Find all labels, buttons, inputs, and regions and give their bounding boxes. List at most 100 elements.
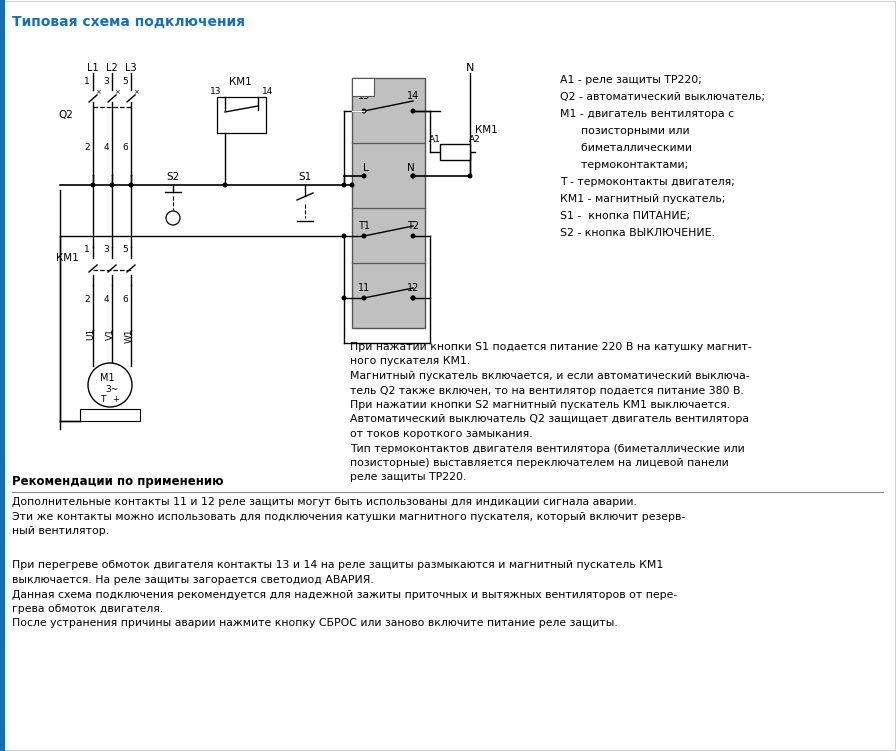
Text: 5: 5 bbox=[122, 246, 128, 255]
Text: А2: А2 bbox=[470, 135, 481, 144]
Circle shape bbox=[468, 173, 472, 179]
Bar bbox=[352, 78, 425, 328]
Circle shape bbox=[410, 295, 416, 300]
Text: КМ1: КМ1 bbox=[56, 253, 79, 263]
Text: L2: L2 bbox=[106, 63, 118, 73]
Text: Q2: Q2 bbox=[58, 110, 73, 120]
Text: T2: T2 bbox=[407, 221, 419, 231]
Text: Дополнительные контакты 11 и 12 реле защиты могут быть использованы для индикаци: Дополнительные контакты 11 и 12 реле защ… bbox=[12, 497, 637, 507]
Text: U1: U1 bbox=[87, 328, 96, 340]
Circle shape bbox=[361, 108, 366, 113]
Circle shape bbox=[90, 182, 96, 188]
Text: 14: 14 bbox=[407, 91, 419, 101]
Text: T: T bbox=[99, 396, 105, 405]
Text: +: + bbox=[112, 396, 119, 405]
Text: Автоматический выключатель Q2 защищает двигатель вентилятора: Автоматический выключатель Q2 защищает д… bbox=[350, 415, 749, 424]
Circle shape bbox=[88, 363, 132, 407]
Text: термоконтактами;: термоконтактами; bbox=[560, 160, 688, 170]
Text: При нажатии кнопки S1 подается питание 220 В на катушку магнит-: При нажатии кнопки S1 подается питание 2… bbox=[350, 342, 752, 352]
Text: ×: × bbox=[114, 89, 120, 95]
Text: 5: 5 bbox=[122, 77, 128, 86]
Circle shape bbox=[128, 182, 134, 188]
Text: N: N bbox=[407, 163, 415, 173]
Text: 13: 13 bbox=[210, 86, 221, 95]
Text: Типовая схема подключения: Типовая схема подключения bbox=[12, 15, 245, 29]
Text: V1: V1 bbox=[106, 328, 115, 340]
Text: После устранения причины аварии нажмите кнопку СБРОС или заново включите питание: После устранения причины аварии нажмите … bbox=[12, 619, 617, 629]
Bar bbox=[352, 78, 374, 96]
Text: Данная схема подключения рекомендуется для надежной зажиты приточных и вытяжных : Данная схема подключения рекомендуется д… bbox=[12, 590, 677, 599]
Circle shape bbox=[341, 295, 347, 300]
Text: М1 - двигатель вентилятора с: М1 - двигатель вентилятора с bbox=[560, 109, 734, 119]
Text: тель Q2 также включен, то на вентилятор подается питание 380 В.: тель Q2 также включен, то на вентилятор … bbox=[350, 385, 744, 396]
Text: Т - термоконтакты двигателя;: Т - термоконтакты двигателя; bbox=[560, 177, 735, 187]
Text: L1: L1 bbox=[87, 63, 99, 73]
Text: позисторные) выставляется переключателем на лицевой панели: позисторные) выставляется переключателем… bbox=[350, 458, 728, 468]
Circle shape bbox=[410, 173, 416, 179]
Text: КМ1 - магнитный пускатель;: КМ1 - магнитный пускатель; bbox=[560, 194, 726, 204]
Text: T1: T1 bbox=[358, 221, 370, 231]
Text: Магнитный пускатель включается, и если автоматический выключа-: Магнитный пускатель включается, и если а… bbox=[350, 371, 750, 381]
Bar bbox=[80, 409, 140, 421]
Text: биметаллическими: биметаллическими bbox=[560, 143, 692, 153]
Text: Рекомендации по применению: Рекомендации по применению bbox=[12, 475, 223, 488]
Circle shape bbox=[341, 182, 347, 188]
Text: S1 -  кнопка ПИТАНИЕ;: S1 - кнопка ПИТАНИЕ; bbox=[560, 211, 690, 221]
Text: 6: 6 bbox=[122, 295, 128, 304]
Text: L: L bbox=[363, 163, 369, 173]
Text: грева обмоток двигателя.: грева обмоток двигателя. bbox=[12, 604, 163, 614]
Text: 12: 12 bbox=[407, 283, 419, 293]
Text: А1: А1 bbox=[357, 82, 369, 92]
Text: S2: S2 bbox=[167, 172, 179, 182]
Text: M1: M1 bbox=[99, 373, 115, 383]
Text: 2: 2 bbox=[84, 143, 90, 152]
Bar bbox=[217, 97, 266, 133]
Text: 6: 6 bbox=[122, 143, 128, 152]
Text: N: N bbox=[466, 63, 474, 73]
Circle shape bbox=[109, 182, 115, 188]
Text: ного пускателя КМ1.: ного пускателя КМ1. bbox=[350, 357, 470, 366]
Text: Q2 - автоматический выключатель;: Q2 - автоматический выключатель; bbox=[560, 92, 765, 102]
Text: S2 - кнопка ВЫКЛЮЧЕНИЕ.: S2 - кнопка ВЫКЛЮЧЕНИЕ. bbox=[560, 228, 715, 238]
Text: W1: W1 bbox=[125, 328, 134, 342]
Circle shape bbox=[341, 234, 347, 239]
Text: 4: 4 bbox=[103, 143, 109, 152]
Text: L3: L3 bbox=[125, 63, 137, 73]
Circle shape bbox=[222, 182, 228, 188]
Circle shape bbox=[361, 234, 366, 239]
Text: 2: 2 bbox=[84, 295, 90, 304]
Text: от токов короткого замыкания.: от токов короткого замыкания. bbox=[350, 429, 532, 439]
Text: КМ1: КМ1 bbox=[475, 125, 498, 135]
Text: А1: А1 bbox=[429, 135, 441, 144]
Text: 1: 1 bbox=[84, 246, 90, 255]
Text: ×: × bbox=[134, 89, 139, 95]
Text: S1: S1 bbox=[298, 172, 312, 182]
Text: ×: × bbox=[95, 89, 101, 95]
Text: А1 - реле защиты ТР220;: А1 - реле защиты ТР220; bbox=[560, 75, 702, 85]
Circle shape bbox=[361, 295, 366, 300]
Circle shape bbox=[349, 182, 355, 188]
Circle shape bbox=[410, 108, 416, 113]
Text: позисторными или: позисторными или bbox=[560, 126, 690, 136]
Text: 3~: 3~ bbox=[106, 385, 118, 394]
Text: При нажатии кнопки S2 магнитный пускатель КМ1 выключается.: При нажатии кнопки S2 магнитный пускател… bbox=[350, 400, 730, 410]
Circle shape bbox=[166, 211, 180, 225]
Circle shape bbox=[410, 173, 416, 179]
Text: 1: 1 bbox=[84, 77, 90, 86]
Text: 14: 14 bbox=[262, 86, 273, 95]
Text: При перегреве обмоток двигателя контакты 13 и 14 на реле защиты размыкаются и ма: При перегреве обмоток двигателя контакты… bbox=[12, 560, 663, 571]
Text: Эти же контакты можно использовать для подключения катушки магнитного пускателя,: Эти же контакты можно использовать для п… bbox=[12, 511, 685, 521]
Text: КМ1: КМ1 bbox=[228, 77, 252, 87]
Text: 11: 11 bbox=[358, 283, 370, 293]
Circle shape bbox=[410, 295, 416, 300]
Circle shape bbox=[361, 173, 366, 179]
Text: реле защиты ТР220.: реле защиты ТР220. bbox=[350, 472, 467, 482]
Text: 3: 3 bbox=[103, 77, 109, 86]
Text: Тип термоконтактов двигателя вентилятора (биметаллические или: Тип термоконтактов двигателя вентилятора… bbox=[350, 444, 745, 454]
Bar bbox=[0, 0, 5, 751]
Text: 4: 4 bbox=[103, 295, 109, 304]
Text: выключается. На реле защиты загорается светодиод АВАРИЯ.: выключается. На реле защиты загорается с… bbox=[12, 575, 374, 585]
Bar bbox=[440, 144, 470, 160]
Text: 13: 13 bbox=[358, 91, 370, 101]
Circle shape bbox=[410, 234, 416, 239]
